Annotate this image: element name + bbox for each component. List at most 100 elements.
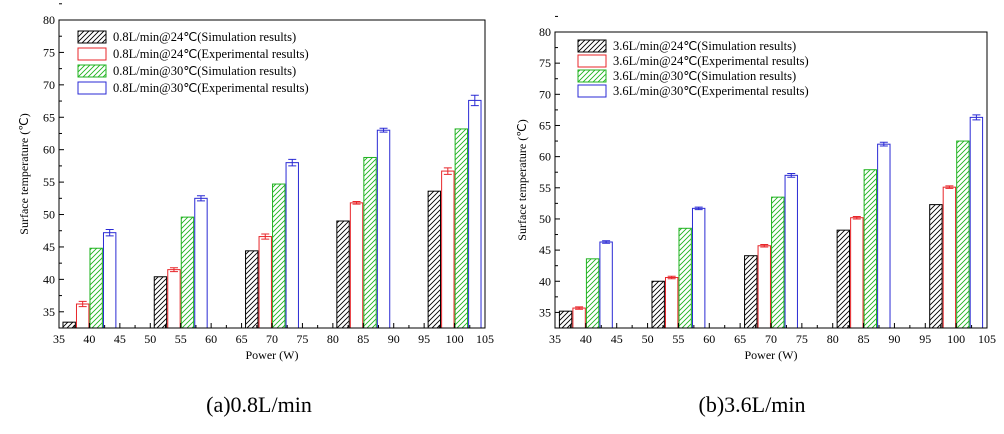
bar-100w-series-3	[454, 128, 469, 329]
legend-label-3: 3.6L/min@30℃(Simulation results)	[613, 69, 796, 83]
x-tick-label: 55	[175, 332, 187, 346]
y-axis-label: Surface temperature (℃)	[17, 113, 31, 234]
y-tick-label: 60	[43, 143, 55, 157]
x-tick-label: 85	[357, 332, 369, 346]
y-tick-label: 35	[43, 305, 55, 319]
y-tick-label: 80	[539, 25, 551, 39]
x-tick-label: 50	[642, 332, 654, 346]
bar-55w-series-2	[664, 277, 679, 329]
chart-panel-a: 35 40 45 50 55 60 65 70 75 80 35 40 45 50 55 60 65 70 75 80…	[17, 3, 494, 362]
bar-55w-series-1	[153, 276, 168, 329]
x-tick-label: 80	[327, 332, 339, 346]
x-tick-label: 35	[53, 332, 65, 346]
x-tick-label: 80	[827, 332, 839, 346]
bar-70w-series-1	[744, 255, 758, 329]
panel-caption-b: (b)3.6L/min	[699, 392, 806, 417]
bar-70w-series-3	[771, 196, 785, 329]
x-tick-label: 70	[266, 332, 278, 346]
y-tick-label: 70	[539, 87, 551, 101]
error-bar-85w-series-2	[852, 215, 861, 220]
y-tick-label: 35	[539, 305, 551, 319]
bar-40w-series-3	[89, 247, 103, 329]
error-bar-100w-series-4	[972, 114, 981, 121]
x-tick-label: 105	[978, 332, 996, 346]
x-tick-label: 90	[888, 332, 900, 346]
bar-85w-series-4	[877, 143, 891, 329]
error-bar-55w-series-4	[196, 195, 205, 202]
x-tick-label: 55	[672, 332, 684, 346]
bar-55w-series-3	[180, 216, 195, 329]
y-tick-label: 75	[43, 45, 55, 59]
error-bar-55w-series-2	[169, 267, 178, 273]
error-bar-70w-series-2	[261, 233, 270, 240]
error-bar-55w-series-4	[694, 206, 703, 211]
y-tick-label: 50	[539, 212, 551, 226]
legend-swatch-4	[577, 84, 607, 98]
legend-swatch-2	[577, 54, 607, 68]
legend-label-2: 3.6L/min@24℃(Experimental results)	[613, 54, 809, 68]
legend-swatch-4	[77, 81, 107, 95]
bar-55w-series-4	[194, 197, 208, 329]
y-tick-label: 60	[539, 150, 551, 164]
legend-swatch-3	[577, 69, 607, 83]
bar-85w-series-3	[363, 156, 377, 329]
error-bar-70w-series-4	[787, 172, 796, 178]
error-bar-100w-series-2	[443, 167, 452, 175]
x-tick-label: 60	[703, 332, 715, 346]
bar-100w-series-4	[468, 99, 482, 329]
y-tick-label: 40	[43, 272, 55, 286]
bar-85w-series-1	[336, 220, 350, 329]
bar-85w-series-2	[850, 217, 864, 329]
bar-100w-series-1	[929, 204, 943, 329]
panel-caption-a: (a)0.8L/min	[206, 392, 312, 417]
legend-label-1: 3.6L/min@24℃(Simulation results)	[613, 39, 796, 53]
error-bar-85w-series-4	[379, 127, 388, 133]
bar-70w-series-3	[272, 183, 286, 329]
error-bar-55w-series-2	[667, 275, 676, 280]
legend-label-3: 0.8L/min@30℃(Simulation results)	[113, 64, 296, 78]
legend-label-1: 0.8L/min@24℃(Simulation results)	[113, 30, 296, 44]
bar-55w-series-4	[691, 207, 706, 329]
y-tick-label: 50	[43, 208, 55, 222]
x-tick-label: 65	[236, 332, 248, 346]
y-tick-label: 55	[539, 181, 551, 195]
y-tick-label: 45	[539, 243, 551, 257]
bar-100w-series-3	[956, 140, 970, 329]
error-bar-40w-series-4	[602, 240, 611, 244]
bar-85w-series-4	[376, 129, 391, 329]
bar-40w-series-3	[585, 258, 600, 329]
x-axis-label: Power (W)	[745, 348, 798, 362]
bar-40w-series-2	[572, 307, 586, 329]
legend-swatch-3	[77, 64, 107, 78]
y-tick-label: 65	[539, 118, 551, 132]
bar-70w-series-2	[258, 236, 272, 329]
y-tick-label: 45	[43, 240, 55, 254]
x-tick-label: 85	[858, 332, 870, 346]
bar-85w-series-1	[836, 229, 851, 329]
x-tick-label: 75	[796, 332, 808, 346]
x-tick-label: 100	[947, 332, 965, 346]
bar-70w-series-4	[784, 174, 798, 329]
bar-70w-series-2	[757, 245, 771, 329]
y-tick-label: 70	[43, 78, 55, 92]
bar-100w-series-2	[441, 170, 455, 329]
bar-40w-series-1	[62, 321, 76, 329]
y-tick-label: 80	[43, 13, 55, 27]
error-bar-85w-series-2	[352, 201, 361, 205]
bar-40w-series-2	[75, 303, 90, 329]
legend-swatch-1	[577, 39, 607, 53]
bar-55w-series-1	[651, 280, 665, 329]
y-tick-label: 75	[539, 56, 551, 70]
error-bar-100w-series-2	[945, 185, 954, 189]
x-axis-label: Power (W)	[246, 348, 299, 362]
legend-label-4: 0.8L/min@30℃(Experimental results)	[113, 81, 309, 95]
legend-label-4: 3.6L/min@30℃(Experimental results)	[613, 84, 809, 98]
x-tick-label: 95	[919, 332, 931, 346]
bar-40w-series-4	[102, 232, 117, 329]
x-tick-label: 105	[476, 332, 494, 346]
x-tick-label: 65	[734, 332, 746, 346]
error-bar-70w-series-2	[760, 243, 769, 248]
error-bar-40w-series-2	[575, 306, 584, 310]
bar-85w-series-2	[349, 202, 364, 329]
